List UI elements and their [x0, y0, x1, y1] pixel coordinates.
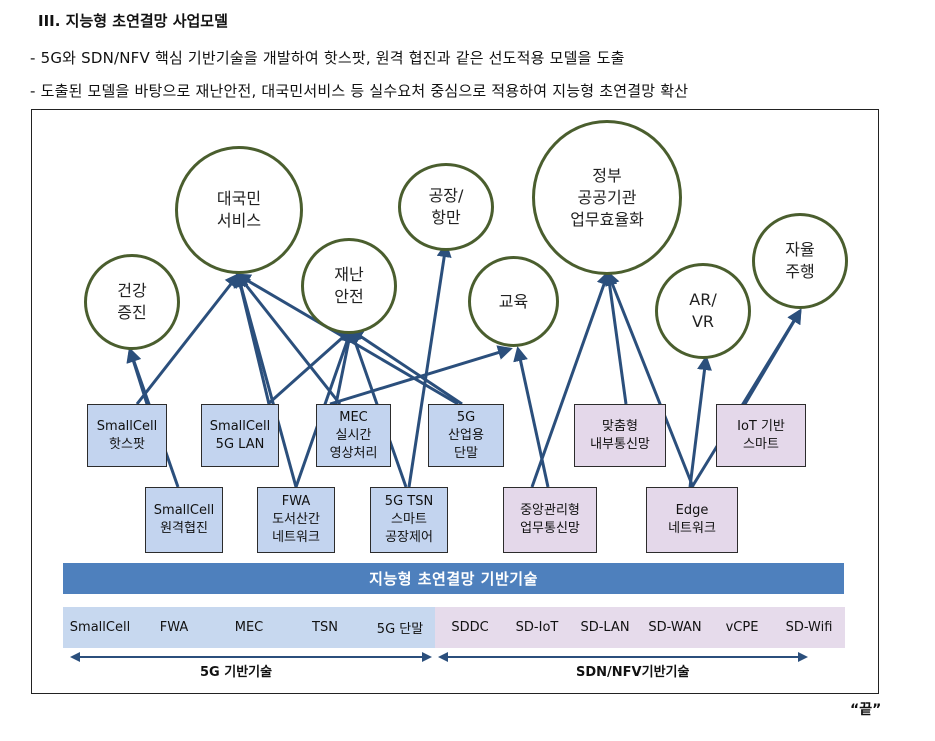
end-mark: “끝”: [850, 702, 882, 718]
tech-sdn-item: SD-IoT: [515, 620, 559, 635]
tech-sdn-item: SD-Wifi: [785, 620, 833, 635]
arrow-hotspot-public: [135, 272, 240, 405]
model-5g-terminal: 5G 산업용 단말: [428, 404, 504, 467]
tech-bar-sdn: [435, 607, 845, 648]
model-custom-internal: 맞춤형 내부통신망: [574, 404, 666, 467]
arrow-edge-autonomous: [690, 308, 802, 488]
service-factory: 공장/ 항만: [398, 163, 494, 251]
arrow-mec-public: [236, 272, 342, 405]
arrow-fwa-public: [233, 272, 298, 488]
tech-sdn-item: SDDC: [451, 620, 489, 635]
arrow-5glan-disaster: [267, 328, 354, 406]
bullet-1: - 5G와 SDN/NFV 핵심 기반기술을 개발하여 핫스팟, 원격 협진과 …: [30, 49, 625, 67]
arrow-terminal-disaster: [348, 328, 463, 406]
arrow-central-government: [530, 270, 612, 488]
model-edge-network: Edge 네트워크: [646, 487, 738, 553]
model-mec-video: MEC 실시간 영상처리: [316, 404, 391, 467]
section-heading: III. 지능형 초연결망 사업모델: [38, 12, 228, 30]
foundation-banner: 지능형 초연결망 기반기술: [63, 563, 844, 594]
service-government: 정부 공공기관 업무효율화: [532, 120, 682, 275]
tech-5g-item: SmallCell: [69, 620, 131, 635]
service-public: 대국민 서비스: [175, 146, 303, 274]
model-fwa-remote: FWA 도서산간 네트워크: [257, 487, 335, 553]
arrow-tsn-factory: [407, 242, 452, 488]
tech-sdn-item: vCPE: [725, 620, 759, 635]
service-health: 건강 증진: [84, 254, 180, 350]
bullet-2: - 도출된 모델을 바탕으로 재난안전, 대국민서비스 등 실수요처 중심으로 …: [30, 82, 689, 100]
tech-sdn-item: SD-WAN: [648, 620, 702, 635]
model-central-mgmt: 중앙관리형 업무통신망: [503, 487, 597, 553]
service-autonomous: 자율 주행: [752, 213, 848, 309]
arrow-central-education: [513, 346, 550, 488]
service-disaster: 재난 안전: [301, 238, 397, 334]
model-smallcell-hotspot: SmallCell 핫스팟: [87, 404, 167, 467]
tech-sdn-item: SD-LAN: [580, 620, 630, 635]
diagram-frame: [31, 109, 879, 694]
arrow-mec-education: [329, 345, 513, 406]
model-smallcell-remote: SmallCell 원격협진: [145, 487, 223, 553]
tech-bar-5g: [63, 607, 435, 648]
tech-5g-item: FWA: [159, 620, 189, 635]
tech-5g-item: 5G 단말: [376, 622, 424, 637]
arrow-edge-government: [605, 270, 695, 488]
label-sdn-foundation: SDN/NFV기반기술: [576, 665, 690, 680]
arrow-edge-arvr: [688, 355, 712, 488]
model-smallcell-5glan: SmallCell 5G LAN: [201, 404, 279, 467]
service-education: 교육: [468, 256, 559, 347]
arrow-custom-government: [602, 270, 628, 405]
tech-5g-item: MEC: [234, 620, 264, 635]
model-tsn-factory: 5G TSN 스마트 공장제어: [370, 487, 448, 553]
label-5g-foundation: 5G 기반기술: [200, 665, 273, 680]
model-iot-smart: IoT 기반 스마트: [716, 404, 806, 467]
service-arvr: AR/ VR: [655, 263, 751, 359]
tech-5g-item: TSN: [312, 620, 338, 635]
